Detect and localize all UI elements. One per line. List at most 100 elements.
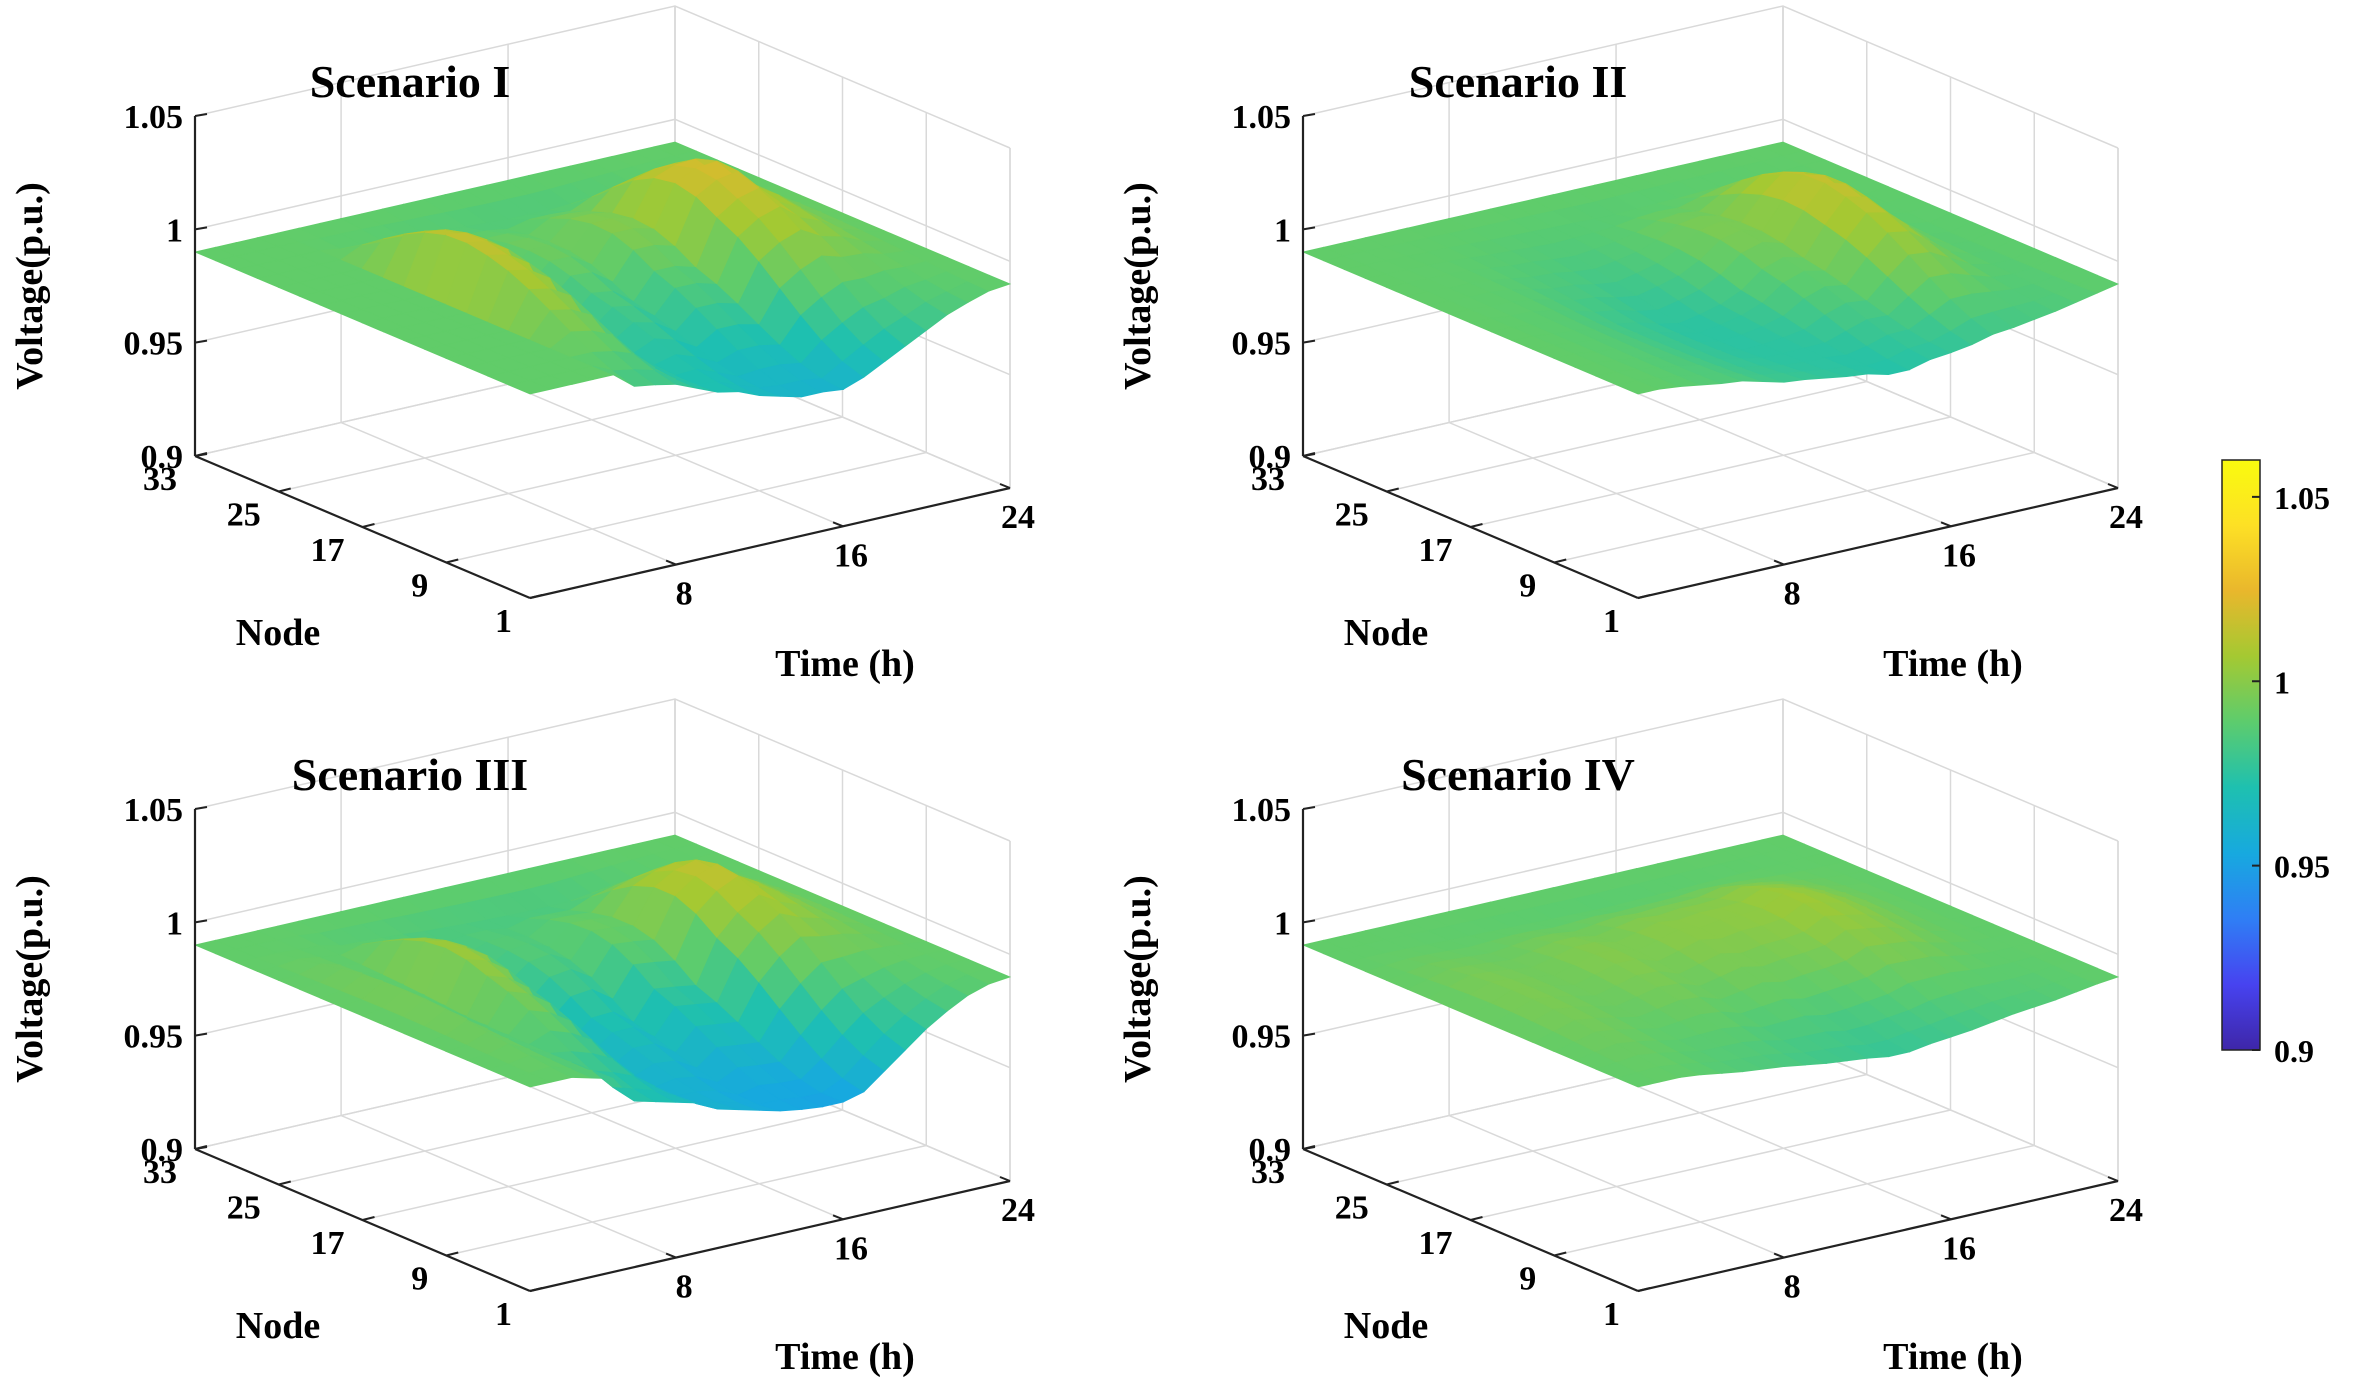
axes: 0.9 0.95 1 1.05 1 9 17 25 33 8 16 24	[1232, 792, 2144, 1333]
z-tick-mark	[194, 339, 208, 344]
z-axis-label: Voltage(p.u.)	[1117, 875, 1159, 1083]
time-tick-mark	[832, 1214, 844, 1221]
node-axis-label: Node	[1344, 612, 1428, 654]
axes: 0.9 0.95 1 1.05 1 9 17 25 33 8 16 24	[124, 792, 1036, 1333]
node-tick-mark	[1302, 452, 1316, 457]
panel-2: 0.9 0.95 1 1.05 1 9 17 25 33 8 16 24 Voltage(p.u.) No…	[1117, 5, 2143, 685]
z-tick-label: 1.05	[1232, 99, 1292, 136]
z-tick-label: 1	[1274, 905, 1291, 942]
time-tick-label: 24	[1001, 499, 1035, 536]
time-tick-label: 16	[1942, 537, 1976, 574]
panel-4: 0.9 0.95 1 1.05 1 9 17 25 33 8 16 24 Voltage(p.u.) No…	[1117, 698, 2144, 1378]
node-tick-mark	[1554, 558, 1567, 564]
z-axis-label: Voltage(p.u.)	[1117, 182, 1159, 390]
colorbar-tick-label: 1.05	[2274, 480, 2330, 516]
z-tick-mark	[1302, 226, 1316, 231]
node-tick-label: 9	[1519, 1261, 1536, 1298]
voltage-surface	[1301, 834, 2120, 1088]
node-tick-mark	[278, 487, 291, 493]
chart-title: Scenario III	[292, 749, 528, 800]
time-axis-label: Time (h)	[1883, 643, 2023, 685]
panel-1: 0.9 0.95 1 1.05 1 9 17 25 33 8 16 24 Voltage(p.u.) No…	[9, 5, 1036, 685]
axes: 0.9 0.95 1 1.05 1 9 17 25 33 8 16 24	[124, 99, 1036, 640]
node-tick-label: 17	[1419, 532, 1453, 569]
node-tick-label: 1	[1603, 1296, 1620, 1333]
node-tick-label: 9	[411, 568, 428, 605]
time-tick-mark	[665, 559, 677, 566]
surface-patch	[967, 967, 1012, 985]
node-tick-mark	[1637, 1287, 1651, 1292]
time-tick-mark	[1773, 559, 1785, 566]
time-tick-label: 8	[1784, 576, 1801, 613]
node-tick-label: 25	[227, 497, 261, 534]
z-tick-mark	[1302, 113, 1316, 117]
surface-patch	[967, 274, 1012, 292]
y-gridline	[446, 805, 927, 1257]
z-tick-mark	[194, 226, 208, 231]
time-tick-mark	[1940, 521, 1952, 528]
node-tick-mark	[1302, 1145, 1316, 1150]
z-tick-label: 1	[1274, 212, 1291, 249]
time-tick-mark	[2107, 483, 2119, 489]
node-tick-label: 33	[1251, 461, 1285, 498]
y-gridline	[362, 77, 844, 528]
voltage-surface	[1301, 141, 2120, 395]
z-tick-mark	[1302, 806, 1316, 810]
y-gridline	[362, 770, 844, 1221]
node-axis-label: Node	[236, 1305, 320, 1347]
time-tick-mark	[2107, 1176, 2119, 1182]
z-axis-label: Voltage(p.u.)	[9, 182, 51, 390]
time-tick-label: 16	[834, 1230, 868, 1267]
z-tick-label: 1.05	[1232, 792, 1292, 829]
z-tick-label: 1	[166, 212, 183, 249]
colorbar-gradient	[2221, 459, 2261, 1051]
z-tick-label: 0.95	[124, 326, 184, 363]
time-axis-line	[529, 486, 1011, 600]
y-gridline	[1470, 77, 1952, 528]
y-gridline	[1554, 805, 2035, 1257]
node-tick-label: 33	[143, 461, 177, 498]
z-tick-label: 1.05	[124, 99, 184, 136]
node-tick-mark	[1554, 1251, 1567, 1257]
time-axis-line	[1637, 1179, 2119, 1293]
y-gridline	[1470, 770, 1952, 1221]
voltage-surface	[193, 141, 1012, 398]
z-tick-mark	[194, 1032, 208, 1037]
node-tick-mark	[529, 594, 543, 599]
node-tick-mark	[1386, 487, 1399, 493]
surface-patch	[2075, 967, 2120, 985]
node-tick-mark	[1637, 594, 1651, 599]
time-tick-mark	[1773, 1252, 1785, 1259]
time-tick-label: 24	[2109, 1192, 2143, 1229]
time-tick-label: 8	[676, 1269, 693, 1306]
y-gridline	[1386, 41, 1868, 493]
y-gridline	[446, 112, 927, 564]
node-tick-label: 25	[227, 1190, 261, 1227]
node-tick-label: 17	[1419, 1225, 1453, 1262]
time-axis-label: Time (h)	[775, 1336, 915, 1378]
time-tick-mark	[832, 521, 844, 528]
time-axis-label: Time (h)	[1883, 1336, 2023, 1378]
node-tick-label: 9	[411, 1261, 428, 1298]
node-tick-label: 17	[311, 1225, 345, 1262]
node-tick-mark	[446, 1251, 459, 1257]
time-tick-mark	[665, 1252, 677, 1259]
node-axis-label: Node	[236, 612, 320, 654]
node-tick-mark	[1470, 523, 1483, 528]
z-tick-label: 0.95	[1232, 1019, 1292, 1056]
z-tick-label: 0.95	[124, 1019, 184, 1056]
node-tick-mark	[362, 523, 375, 528]
z-tick-mark	[1302, 1032, 1316, 1037]
time-tick-label: 24	[1001, 1192, 1035, 1229]
colorbar: 0.9 0.95 1 1.05	[2221, 459, 2330, 1069]
node-tick-label: 25	[1335, 1190, 1369, 1227]
chart-title: Scenario II	[1409, 56, 1628, 107]
chart-title: Scenario IV	[1401, 749, 1635, 800]
time-axis-label: Time (h)	[775, 643, 915, 685]
node-tick-mark	[278, 1180, 291, 1186]
time-tick-label: 8	[676, 576, 693, 613]
time-tick-label: 16	[834, 537, 868, 574]
node-tick-mark	[194, 452, 208, 457]
z-tick-label: 0.95	[1232, 326, 1292, 363]
